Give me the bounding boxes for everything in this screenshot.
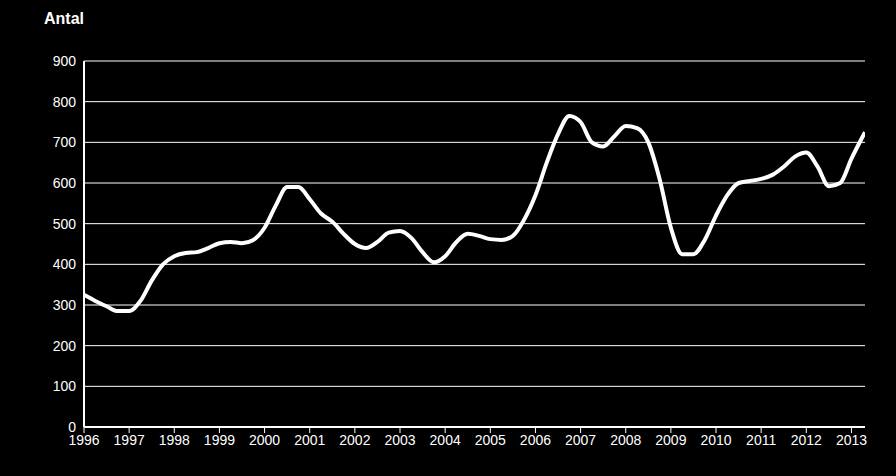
svg-text:900: 900: [53, 53, 77, 69]
svg-text:2011: 2011: [746, 432, 776, 448]
svg-text:2003: 2003: [384, 432, 415, 448]
svg-text:1996: 1996: [68, 431, 100, 448]
svg-text:1999: 1999: [204, 432, 235, 448]
svg-text:1998: 1998: [159, 432, 190, 448]
svg-text:700: 700: [53, 134, 77, 150]
svg-text:2012: 2012: [791, 432, 822, 448]
svg-text:2005: 2005: [475, 432, 506, 448]
svg-text:2010: 2010: [700, 432, 731, 448]
svg-text:300: 300: [53, 297, 77, 313]
svg-text:600: 600: [53, 175, 77, 191]
svg-text:2013: 2013: [836, 432, 867, 448]
svg-text:2007: 2007: [565, 432, 596, 448]
svg-text:2008: 2008: [610, 432, 641, 448]
svg-text:2002: 2002: [339, 432, 370, 448]
svg-text:100: 100: [53, 378, 77, 394]
html-text:Antal: Antal: [44, 10, 84, 27]
svg-text:400: 400: [53, 256, 77, 272]
svg-text:1997: 1997: [114, 432, 145, 448]
svg-text:200: 200: [53, 338, 77, 354]
svg-text:2001: 2001: [294, 432, 325, 448]
svg-text:500: 500: [53, 216, 77, 232]
svg-text:2009: 2009: [655, 432, 686, 448]
svg-text:2000: 2000: [249, 432, 280, 448]
svg-text:2004: 2004: [430, 432, 461, 448]
svg-text:800: 800: [53, 94, 77, 110]
svg-text:2006: 2006: [520, 432, 551, 448]
svg-text:0: 0: [68, 419, 76, 435]
